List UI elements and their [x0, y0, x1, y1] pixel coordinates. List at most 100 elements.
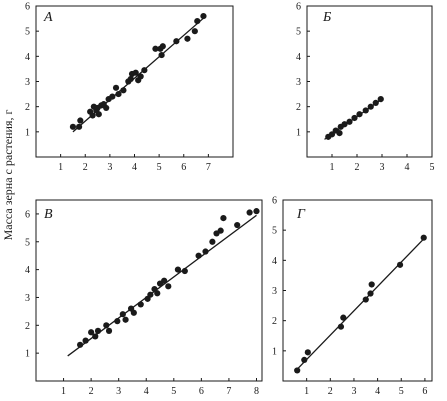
x-tick-label: 1 [330, 162, 335, 173]
y-tick-label: 5 [25, 27, 30, 38]
x-tick-label: 1 [58, 162, 63, 173]
data-point [377, 96, 384, 103]
data-point [396, 261, 404, 268]
y-tick-label: 3 [272, 286, 277, 297]
x-tick-label: 1 [61, 386, 66, 397]
data-point [184, 35, 191, 42]
x-tick-label: 3 [107, 162, 112, 173]
trend-line [295, 237, 426, 371]
data-point [147, 291, 154, 298]
data-point [154, 290, 161, 297]
data-point [356, 111, 363, 118]
x-tick-label: 1 [304, 386, 309, 397]
y-axis-label: Масса зерна с растения, г [1, 110, 15, 241]
data-point [120, 87, 127, 94]
plot-frame [306, 5, 433, 158]
y-tick-label: 2 [272, 316, 277, 327]
data-point [95, 111, 102, 118]
data-point [76, 341, 84, 348]
data-point [82, 337, 89, 344]
x-tick-label: 3 [351, 386, 356, 397]
data-point [137, 301, 144, 308]
data-point [372, 99, 379, 106]
x-tick-label: 4 [144, 386, 149, 397]
data-point [105, 327, 113, 334]
y-tick-label: 4 [25, 265, 30, 276]
x-tick-label: 6 [422, 386, 427, 397]
data-point [77, 117, 84, 124]
y-tick-label: 1 [25, 349, 30, 360]
x-tick-label: 5 [399, 386, 404, 397]
y-tick-label: 6 [272, 196, 277, 207]
y-tick-label: 3 [25, 293, 30, 304]
y-tick-label: 6 [25, 2, 30, 13]
y-tick-label: 5 [25, 237, 30, 248]
data-point [368, 281, 375, 288]
x-tick-label: 6 [199, 386, 204, 397]
y-tick-label: 2 [296, 102, 301, 113]
data-point [158, 51, 165, 59]
panel-label: Г [296, 207, 306, 222]
x-tick-label: 4 [375, 386, 380, 397]
data-point [122, 316, 129, 323]
data-point [137, 73, 144, 80]
data-point [119, 311, 126, 318]
data-point [159, 43, 166, 50]
x-tick-label: 4 [132, 162, 137, 173]
x-tick-label: 2 [83, 162, 88, 173]
data-point [253, 208, 260, 215]
data-point [246, 209, 253, 216]
data-point [69, 123, 77, 130]
data-point [161, 277, 168, 284]
y-tick-label: 4 [272, 256, 277, 267]
data-point [94, 327, 102, 334]
data-point [165, 283, 172, 290]
data-point [234, 221, 241, 229]
data-point [88, 329, 95, 336]
y-tick-label: 6 [296, 2, 301, 13]
data-point [200, 12, 207, 20]
data-point [181, 267, 188, 275]
data-point [351, 114, 358, 122]
data-point [362, 107, 369, 114]
x-tick-label: 8 [254, 386, 259, 397]
data-point [336, 129, 343, 137]
y-tick-label: 2 [25, 102, 30, 113]
x-tick-label: 3 [380, 162, 385, 173]
data-point [209, 238, 216, 245]
x-tick-label: 6 [181, 162, 186, 173]
data-point [217, 227, 224, 234]
x-tick-label: 3 [116, 386, 121, 397]
x-tick-label: 5 [430, 162, 435, 173]
y-tick-label: 1 [272, 346, 277, 357]
x-tick-label: 5 [157, 162, 162, 173]
plot-frame [35, 199, 263, 382]
y-tick-label: 5 [272, 226, 277, 237]
y-tick-label: 5 [296, 27, 301, 38]
data-point [173, 38, 180, 45]
data-point [220, 215, 227, 222]
data-point [301, 356, 308, 363]
data-point [103, 322, 110, 329]
panel-label: А [43, 10, 53, 25]
y-tick-label: 2 [25, 321, 30, 332]
y-tick-label: 6 [25, 209, 30, 220]
y-tick-label: 1 [296, 127, 301, 138]
data-point [127, 75, 134, 83]
data-point [75, 123, 83, 130]
panel-label: В [44, 207, 53, 222]
data-point [191, 28, 198, 35]
plot-frame [35, 5, 234, 158]
data-point [202, 248, 209, 255]
y-tick-label: 1 [25, 127, 30, 138]
data-point [304, 349, 311, 356]
y-tick-label: 3 [296, 77, 301, 88]
panel-b: 1 2 3 4 5 1 2 3 4 5 6 Б [296, 2, 435, 174]
data-point [114, 318, 121, 325]
data-point [362, 296, 369, 303]
x-tick-label: 7 [206, 162, 211, 173]
data-point [195, 252, 202, 259]
data-point [115, 90, 122, 98]
x-tick-label: 4 [405, 162, 410, 173]
